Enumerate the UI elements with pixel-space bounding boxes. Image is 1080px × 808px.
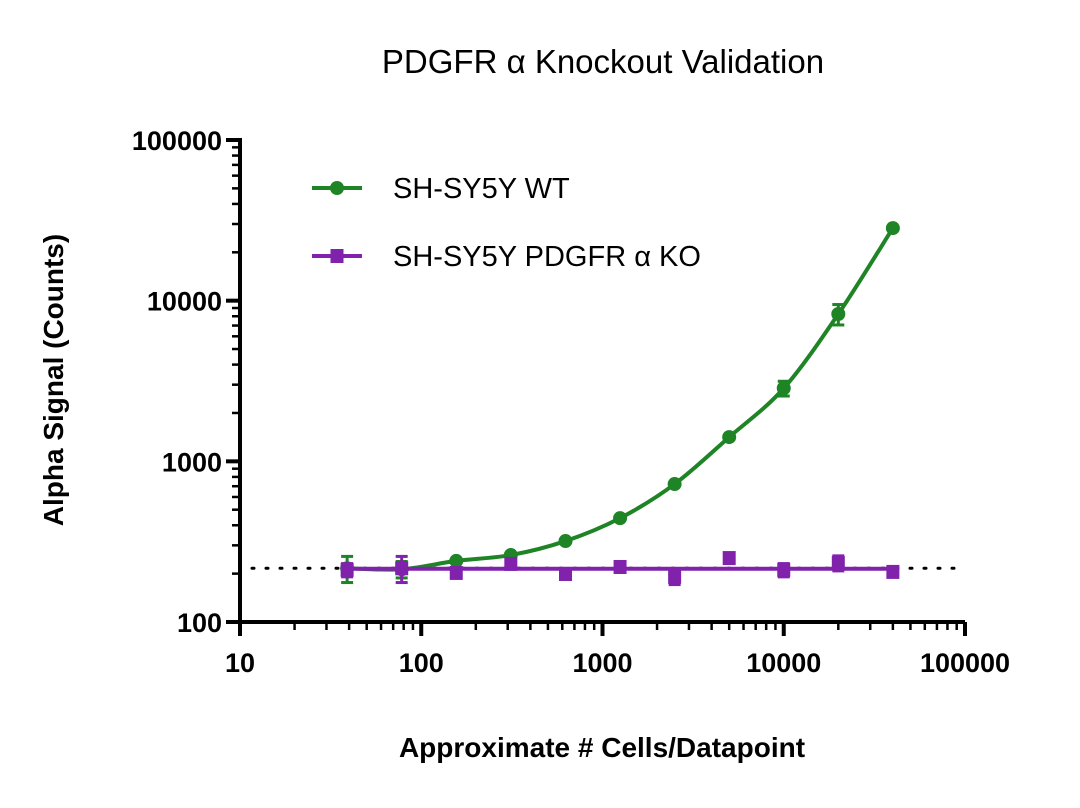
x-tick-label: 100000 bbox=[920, 648, 1010, 678]
data-point bbox=[886, 564, 900, 579]
y-tick-label: 100 bbox=[177, 608, 222, 638]
x-axis-label: Approximate # Cells/Datapoint bbox=[399, 732, 805, 763]
y-tick-label: 10000 bbox=[147, 287, 222, 317]
x-tick-label: 100 bbox=[399, 648, 444, 678]
data-point bbox=[668, 569, 682, 584]
data-point bbox=[667, 477, 682, 492]
data-point bbox=[613, 511, 628, 526]
chart-title: PDGFR α Knockout Validation bbox=[382, 43, 824, 80]
legend-marker bbox=[330, 181, 344, 195]
legend-label: SH-SY5Y WT bbox=[393, 173, 570, 205]
y-axis-label: Alpha Signal (Counts) bbox=[38, 234, 69, 526]
data-point bbox=[776, 381, 791, 396]
data-point bbox=[559, 566, 573, 581]
data-point bbox=[831, 555, 845, 570]
series-wt bbox=[340, 221, 900, 585]
data-point bbox=[777, 562, 791, 577]
data-point bbox=[395, 561, 409, 576]
data-point bbox=[449, 553, 464, 568]
x-tick-label: 10000 bbox=[746, 648, 821, 678]
data-point bbox=[504, 556, 518, 571]
legend-label: SH-SY5Y PDGFR α KO bbox=[393, 241, 701, 273]
data-point bbox=[449, 565, 463, 580]
series-ko bbox=[340, 551, 900, 587]
data-point bbox=[340, 562, 354, 577]
data-point bbox=[885, 221, 900, 236]
data-point bbox=[558, 534, 573, 549]
legend: SH-SY5Y WT SH-SY5Y PDGFR α KO bbox=[312, 173, 701, 273]
data-point bbox=[831, 307, 846, 322]
data-point bbox=[613, 559, 627, 574]
x-tick-label: 1000 bbox=[572, 648, 632, 678]
x-tick-label: 10 bbox=[225, 648, 255, 678]
legend-marker bbox=[330, 249, 344, 263]
data-point bbox=[722, 430, 737, 445]
data-point bbox=[722, 551, 736, 566]
y-tick-label: 1000 bbox=[162, 447, 222, 477]
y-tick-label: 100000 bbox=[132, 126, 222, 156]
